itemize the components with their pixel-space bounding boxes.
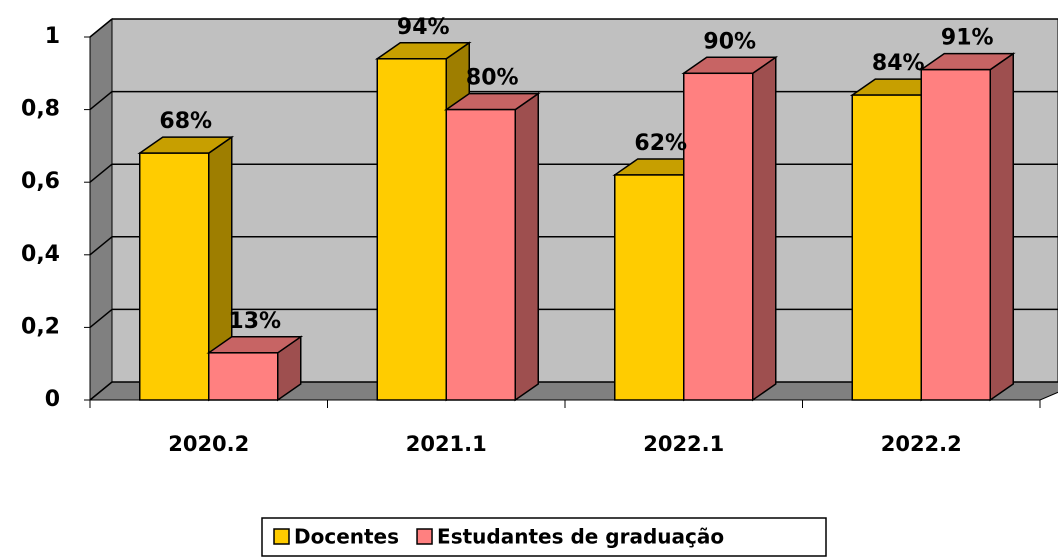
legend-label: Estudantes de graduação <box>437 525 724 549</box>
bar-front <box>139 152 210 401</box>
bar <box>206 335 304 402</box>
bar-front <box>614 174 685 401</box>
bar <box>918 52 1016 402</box>
x-tick-label: 2020.2 <box>168 432 249 456</box>
bar <box>443 92 541 402</box>
data-label: 62% <box>634 131 687 156</box>
y-tick-label: 0,2 <box>21 314 60 339</box>
x-tick-label: 2021.1 <box>406 432 487 456</box>
legend-swatch <box>273 528 290 545</box>
x-tick-label: 2022.2 <box>881 432 962 456</box>
data-label: 68% <box>159 109 212 134</box>
grid-line <box>89 236 113 256</box>
grid-line <box>89 163 113 183</box>
bar-side <box>989 52 1014 402</box>
legend-label: Docentes <box>294 525 399 549</box>
x-tick-label: 2022.1 <box>643 432 724 456</box>
data-label: 94% <box>397 15 450 40</box>
bar-front <box>376 58 447 401</box>
y-tick-label: 0,8 <box>21 97 60 122</box>
data-label: 84% <box>872 51 925 76</box>
side-wall <box>89 17 113 402</box>
bar-front <box>445 108 516 401</box>
bar-front <box>920 68 991 401</box>
y-tick-label: 1 <box>45 24 60 49</box>
grid-line <box>89 91 113 111</box>
bar-side <box>752 55 777 402</box>
legend-swatch <box>416 528 433 545</box>
bar-front <box>851 94 922 401</box>
data-label: 13% <box>228 309 281 334</box>
y-tick-label: 0,6 <box>21 169 60 194</box>
data-label: 80% <box>466 66 519 91</box>
grid-line <box>89 308 113 328</box>
legend-box <box>261 517 827 557</box>
grid-line <box>89 18 113 38</box>
bar-side <box>514 92 539 402</box>
grid-line <box>89 381 113 401</box>
data-label: 90% <box>703 29 756 54</box>
y-tick-label: 0,4 <box>21 242 60 267</box>
y-tick-label: 0 <box>45 387 60 412</box>
bar <box>137 135 235 402</box>
bar-front <box>683 72 754 401</box>
data-label: 91% <box>941 26 994 51</box>
bar-front <box>208 352 279 401</box>
bar <box>681 55 779 402</box>
